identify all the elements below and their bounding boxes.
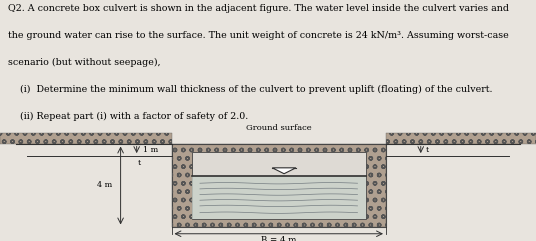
Text: t: t: [426, 146, 429, 154]
Bar: [192, 176, 366, 219]
Text: 1 m: 1 m: [143, 146, 158, 154]
Bar: [0, 134, 172, 144]
Bar: [0, 134, 172, 144]
Bar: [172, 144, 386, 228]
Text: the ground water can rise to the surface. The unit weight of concrete is 24 kN/m: the ground water can rise to the surface…: [8, 31, 509, 40]
Text: Ground surface: Ground surface: [246, 124, 311, 132]
Text: B = 4 m: B = 4 m: [261, 236, 296, 241]
Bar: [172, 144, 386, 228]
Text: Q2. A concrete box culvert is shown in the adjacent figure. The water level insi: Q2. A concrete box culvert is shown in t…: [8, 4, 509, 13]
Text: (i)  Determine the minimum wall thickness of the culvert to prevent uplift (floa: (i) Determine the minimum wall thickness…: [8, 85, 493, 94]
Text: (ii) Repeat part (i) with a factor of safety of 2.0.: (ii) Repeat part (i) with a factor of sa…: [8, 112, 248, 121]
Text: scenario (but without seepage),: scenario (but without seepage),: [8, 58, 161, 67]
Bar: [386, 134, 536, 144]
Bar: [192, 152, 366, 219]
Text: t: t: [138, 159, 141, 167]
Polygon shape: [272, 168, 296, 174]
Bar: [386, 134, 536, 144]
Text: 4 m: 4 m: [98, 181, 113, 189]
